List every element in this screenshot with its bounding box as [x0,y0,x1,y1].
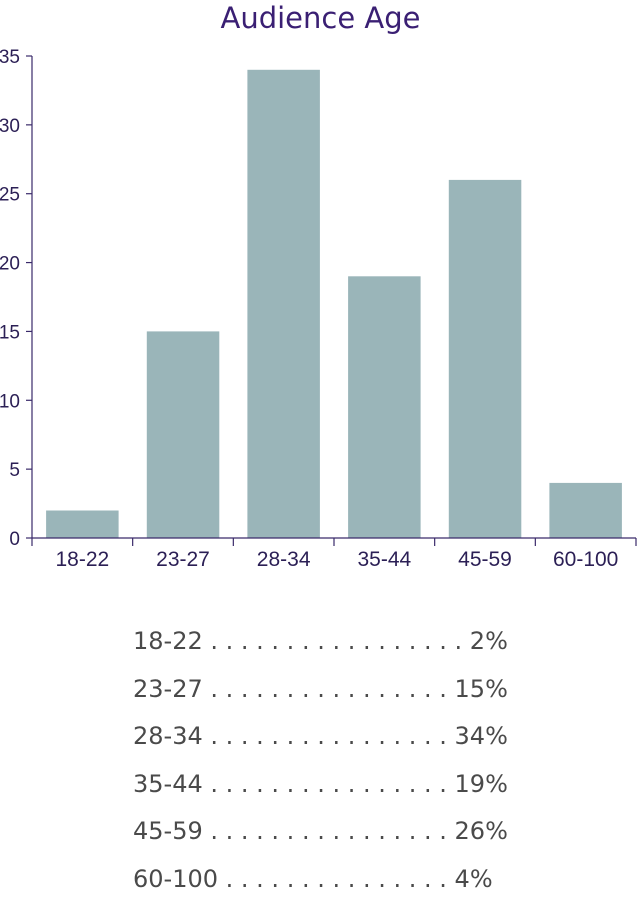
legend-row-dots: . . . . . . . . . . . . . . . . [210,761,447,809]
legend-row-dots: . . . . . . . . . . . . . . . . [210,713,447,761]
legend-row: 23-27 . . . . . . . . . . . . . . . . 15… [133,666,513,714]
x-tick-label: 18-22 [55,548,109,571]
x-ticks-group: 18-22 23-27 28-34 35-44 45-59 60-100 [32,538,636,571]
legend-row-dots: . . . . . . . . . . . . . . . . [210,808,447,856]
bar-18-22 [46,511,119,539]
x-tick-label: 23-27 [156,548,210,571]
x-tick-label: 28-34 [257,548,311,571]
legend-row-dots: . . . . . . . . . . . . . . . . [210,666,447,714]
x-tick-label: 35-44 [357,548,411,571]
legend-row-label: 23-27 [133,666,203,714]
legend-row-value: 34% [455,713,508,761]
y-tick-label: 25 [0,185,20,206]
legend-row-value: 15% [455,666,508,714]
y-tick-label: 5 [9,460,20,481]
y-tick-label: 20 [0,254,20,275]
x-tick-label: 45-59 [458,548,512,571]
legend-row-label: 35-44 [133,761,203,809]
legend-row-label: 60-100 [133,856,218,903]
legend-row-value: 26% [455,808,508,856]
legend-row: 45-59 . . . . . . . . . . . . . . . . 26… [133,808,513,856]
legend-row-label: 28-34 [133,713,203,761]
y-tick-label: 0 [9,529,20,550]
bar-45-59 [449,180,522,538]
legend-row-dots: . . . . . . . . . . . . . . . . . [210,618,462,666]
bar-35-44 [348,276,421,538]
y-ticks-group: 0 5 10 15 20 25 30 35 [0,47,32,550]
legend-row-value: 2% [470,618,508,666]
y-tick-label: 10 [0,391,20,412]
legend-table: 18-22 . . . . . . . . . . . . . . . . . … [133,618,513,903]
legend-row-label: 45-59 [133,808,203,856]
legend-row-value: 19% [455,761,508,809]
legend-row-dots: . . . . . . . . . . . . . . . [226,856,447,903]
legend-row-label: 18-22 [133,618,203,666]
legend-row: 18-22 . . . . . . . . . . . . . . . . . … [133,618,513,666]
y-tick-label: 15 [0,322,20,343]
legend-row: 28-34 . . . . . . . . . . . . . . . . 34… [133,713,513,761]
y-tick-label: 30 [0,116,20,137]
bar-23-27 [147,331,220,538]
bars-group [46,70,622,538]
bar-28-34 [247,70,320,538]
bar-60-100 [549,483,622,538]
legend-row: 60-100 . . . . . . . . . . . . . . . 4% [133,856,513,903]
y-tick-label: 35 [0,47,20,68]
legend-row: 35-44 . . . . . . . . . . . . . . . . 19… [133,761,513,809]
legend-row-value: 4% [455,856,493,903]
axes-group [32,56,636,538]
bar-chart: 0 5 10 15 20 25 30 35 18-22 23-27 28-34 35-44 45-59… [0,0,641,600]
x-tick-label: 60-100 [553,548,618,571]
